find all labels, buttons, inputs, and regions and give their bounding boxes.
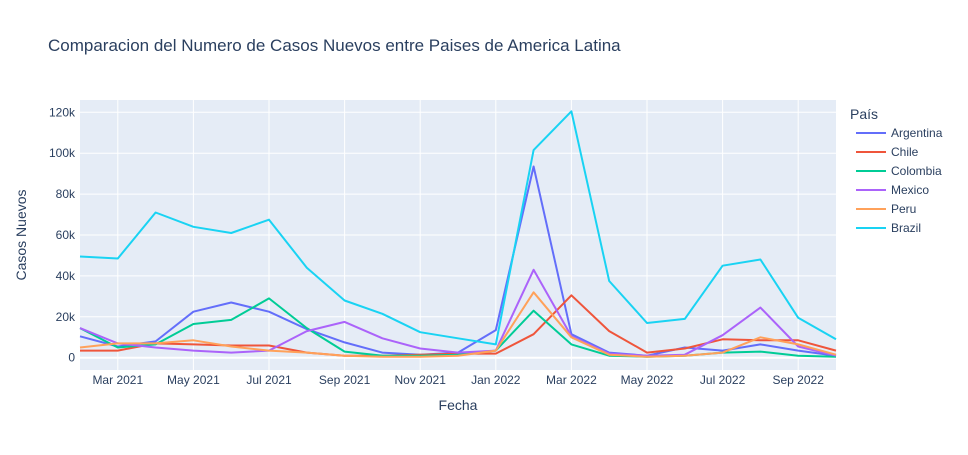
x-tick-label: Jan 2022 — [471, 373, 521, 387]
grid-lines — [80, 100, 836, 370]
y-tick-label: 0 — [68, 351, 75, 365]
legend-label: Chile — [891, 145, 919, 159]
x-tick-label: May 2021 — [167, 373, 220, 387]
x-tick-label: Nov 2021 — [395, 373, 447, 387]
legend-item-brazil[interactable]: Brazil — [856, 221, 921, 235]
x-tick-label: Mar 2021 — [92, 373, 143, 387]
legend-item-mexico[interactable]: Mexico — [856, 183, 929, 197]
x-tick-label: Sep 2022 — [773, 373, 825, 387]
legend-label: Brazil — [891, 221, 921, 235]
y-tick-label: 100k — [49, 146, 76, 160]
legend-label: Argentina — [891, 126, 943, 140]
legend-title: País — [850, 106, 878, 122]
legend-label: Peru — [891, 202, 916, 216]
x-tick-label: Mar 2022 — [546, 373, 597, 387]
x-tick-label: May 2022 — [621, 373, 674, 387]
legend-items: Argentina Chile Colombia Mexico Peru Brazil — [856, 126, 943, 235]
legend-item-colombia[interactable]: Colombia — [856, 164, 942, 178]
legend-label: Colombia — [891, 164, 942, 178]
series-line-brazil — [79, 110, 837, 346]
y-tick-label: 80k — [56, 187, 76, 201]
series-line-peru — [79, 291, 837, 358]
y-tick-label: 120k — [49, 105, 76, 119]
legend-item-peru[interactable]: Peru — [856, 202, 916, 216]
y-tick-label: 60k — [56, 228, 76, 242]
legend-item-chile[interactable]: Chile — [856, 145, 919, 159]
chart-title: Comparacion del Numero de Casos Nuevos e… — [48, 36, 621, 55]
legend-item-argentina[interactable]: Argentina — [856, 126, 943, 140]
y-axis-label: Casos Nuevos — [13, 189, 29, 280]
y-tick-label: 20k — [56, 310, 76, 324]
legend-label: Mexico — [891, 183, 929, 197]
y-axis-ticks: 0 20k 40k 60k 80k 100k 120k — [49, 105, 76, 364]
x-axis-ticks: Mar 2021 May 2021 Jul 2021 Sep 2021 Nov 2021… — [92, 373, 824, 387]
x-tick-label: Sep 2021 — [319, 373, 371, 387]
legend: País Argentina Chile Colombia Mexico Peru Bra… — [850, 106, 943, 235]
x-tick-label: Jul 2021 — [246, 373, 292, 387]
x-tick-label: Jul 2022 — [700, 373, 746, 387]
y-tick-label: 40k — [56, 269, 76, 283]
series-lines — [79, 110, 837, 358]
x-axis-label: Fecha — [439, 397, 478, 413]
series-line-mexico — [79, 268, 837, 357]
